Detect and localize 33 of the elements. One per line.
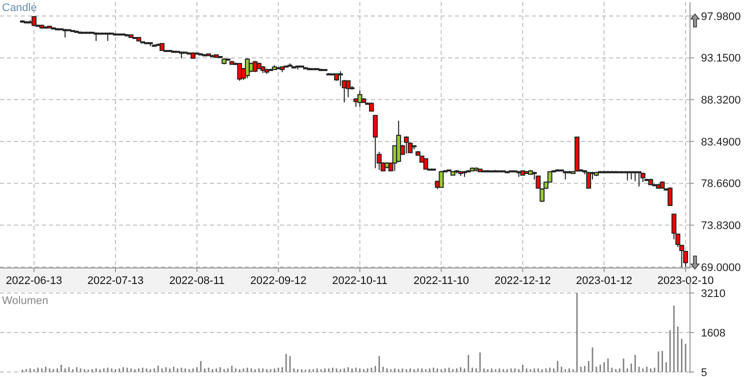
candlestick: [640, 172, 646, 183]
y-tick-label: 78.6600: [701, 178, 741, 190]
candlestick: [338, 70, 343, 86]
y-tick-label: 69.0000: [701, 262, 741, 274]
y-tick-label: 5: [701, 366, 708, 377]
x-tick-label: 2022-08-11: [169, 275, 225, 287]
y-tick-label: 88.3200: [701, 94, 741, 107]
candlestick: [586, 171, 592, 189]
y-tick-label: 93.1500: [701, 52, 741, 65]
y-tick-label: 1608: [701, 327, 726, 340]
y-tick-label: 3210: [701, 288, 726, 300]
y-tick-label: 73.8300: [701, 220, 741, 232]
candlestick: [372, 114, 378, 169]
y-tick-label: 83.4900: [701, 136, 741, 148]
x-tick-label: 2022-11-10: [414, 275, 469, 287]
x-tick-label: 2022-12-12: [494, 275, 551, 287]
candlestick: [244, 58, 250, 79]
candlestick: [423, 158, 428, 170]
candlestick: [668, 186, 673, 206]
x-tick-label: 2022-06-13: [6, 275, 62, 287]
chart-title: Wolumen: [2, 295, 48, 307]
candlestick: [632, 171, 638, 182]
chart-title: Candle: [2, 2, 37, 14]
x-tick-label: 2023-02-10: [657, 275, 714, 287]
candlestick: [357, 90, 362, 108]
x-tick-label: 2022-07-13: [87, 275, 144, 287]
candlestick: [404, 136, 409, 154]
x-tick-label: 2022-10-11: [332, 275, 388, 287]
candlestick: [636, 171, 642, 187]
y-tick-label: 97.9800: [701, 10, 741, 23]
x-tick-label: 2022-09-12: [250, 275, 307, 287]
candlestick: [438, 170, 444, 188]
x-tick-label: 2023-01-12: [576, 275, 632, 287]
